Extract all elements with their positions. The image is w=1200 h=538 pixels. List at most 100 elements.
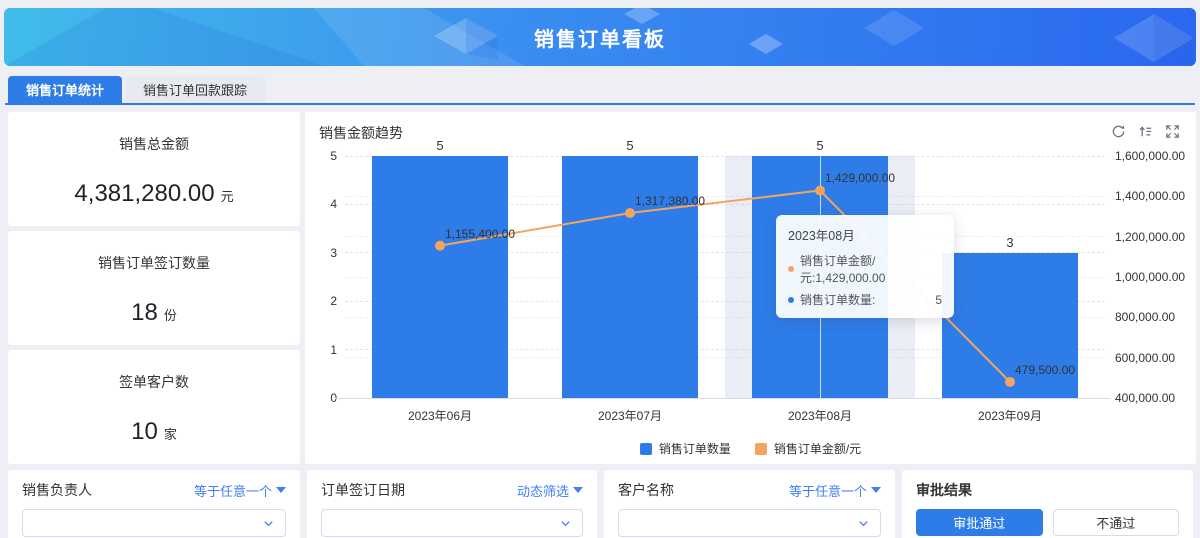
filter-label: 销售负责人: [22, 482, 92, 498]
y-axis-left-tick: 1: [330, 342, 337, 357]
line-point-2023年09月[interactable]: [1005, 376, 1015, 387]
stat-unit: 份: [163, 308, 177, 323]
filter-card-customer-name: 客户名称 等于任意一个: [604, 470, 895, 538]
gridline-faint: [345, 357, 1105, 359]
legend-item-order-amount[interactable]: 销售订单金额/元: [754, 440, 862, 457]
sales-owner-select[interactable]: [22, 509, 286, 537]
approval-pass-button[interactable]: 审批通过: [916, 509, 1043, 536]
caret-down-icon: [573, 487, 583, 493]
bar-value-label: 5: [816, 138, 824, 153]
gridline: [345, 252, 1105, 254]
stat-value: 10: [131, 418, 158, 445]
fullscreen-icon[interactable]: [1165, 124, 1180, 139]
legend-swatch: [754, 442, 767, 455]
line-point-2023年08月[interactable]: [815, 185, 825, 196]
amount-line-series: [435, 185, 1015, 387]
stat-label: 销售总金额: [119, 136, 189, 152]
y-axis-right-tick: 1,200,000.00: [1115, 229, 1186, 244]
stat-card-customer-count: 签单客户数 10 家: [8, 350, 300, 464]
bar-2023年09月[interactable]: [942, 252, 1078, 398]
line-value-label: 1,155,400.00: [445, 226, 516, 241]
legend-label: 销售订单金额/元: [773, 442, 862, 456]
y-axis-right-tick: 1,000,000.00: [1115, 270, 1186, 284]
stat-label: 签单客户数: [119, 374, 189, 390]
chevron-down-icon: [859, 520, 868, 526]
sign-date-select[interactable]: [321, 509, 583, 537]
chevron-down-icon: [561, 520, 570, 526]
tooltip-row-count: 销售订单数量: 5: [788, 291, 942, 308]
caret-down-icon: [276, 487, 286, 493]
caret-down-icon: [871, 487, 881, 493]
y-axis-right-tick: 400,000.00: [1115, 391, 1176, 405]
legend-label: 销售订单数量: [658, 442, 731, 456]
gridline: [345, 203, 1105, 205]
filter-label: 客户名称: [618, 482, 674, 498]
y-axis-right-tick: 600,000.00: [1115, 350, 1176, 365]
gridline: [345, 155, 1105, 157]
approval-fail-button[interactable]: 不通过: [1052, 509, 1179, 536]
stat-label: 销售订单签订数量: [98, 255, 210, 271]
y-axis-right-tick: 1,600,000.00: [1115, 149, 1186, 163]
x-axis-label: 2023年06月: [407, 409, 473, 423]
y-axis-right-tick: 1,400,000.00: [1115, 189, 1186, 204]
chart-title: 销售金额趋势: [319, 125, 403, 141]
tooltip-dot: [788, 266, 794, 272]
bar-2023年07月[interactable]: [562, 156, 698, 398]
stat-column: 销售总金额 4,381,280.00 元 销售订单签订数量 18 份 签单客户数…: [8, 112, 300, 464]
filter-row: 销售负责人 等于任意一个 订单签订日期 动态筛选 客户名称 等: [8, 470, 1196, 538]
stat-unit: 家: [163, 427, 177, 442]
x-axis-label: 2023年07月: [597, 409, 663, 423]
stat-card-order-count: 销售订单签订数量 18 份: [8, 231, 300, 345]
sales-trend-chart-card: 销售金额趋势 0 1 2 3 4 5 1,600,000.00 1,400,000.00 1,2…: [305, 112, 1196, 464]
x-axis-label: 2023年09月: [977, 409, 1043, 423]
gridline: [345, 300, 1105, 302]
chart-canvas: 0 1 2 3 4 5 1,600,000.00 1,400,000.00 1,200,000.…: [305, 112, 1196, 464]
filter-operator-dropdown[interactable]: 等于任意一个: [789, 481, 881, 500]
chart-tooltip: 2023年08月 销售订单金额/元:1,429,000.00 销售订单数量: 5: [776, 215, 954, 318]
filter-card-approval-result: 审批结果 审批通过 不通过: [902, 470, 1193, 538]
legend-item-order-count[interactable]: 销售订单数量: [639, 440, 731, 457]
chevron-down-icon: [264, 520, 273, 526]
filter-card-sales-owner: 销售负责人 等于任意一个: [8, 470, 300, 538]
filter-label: 订单签订日期: [321, 482, 405, 498]
y-axis-left-tick: 3: [330, 245, 337, 260]
banner-decoration: [4, 8, 1194, 66]
bar-2023年06月[interactable]: [372, 156, 508, 398]
gridline-faint: [345, 195, 1105, 197]
tab-underline: [5, 103, 1195, 105]
stat-card-total-amount: 销售总金额 4,381,280.00 元: [8, 112, 300, 226]
customer-name-select[interactable]: [618, 509, 881, 537]
line-point-2023年07月[interactable]: [625, 207, 635, 218]
stat-unit: 元: [220, 189, 234, 204]
tooltip-label: 销售订单金额/元:1,429,000.00: [800, 254, 886, 285]
tooltip-title: 2023年08月: [788, 229, 855, 243]
header-banner: 销售订单看板: [4, 8, 1196, 66]
line-value-label: 479,500.00: [1015, 362, 1076, 377]
bar-value-label: 5: [626, 138, 634, 153]
line-value-label: 1,317,380.00: [635, 193, 706, 208]
y-axis-left-tick: 2: [330, 294, 337, 309]
legend-swatch: [639, 442, 652, 455]
filter-operator-dropdown[interactable]: 动态筛选: [517, 481, 583, 500]
gridline-faint: [345, 316, 1105, 318]
tab-sales-order-stats[interactable]: 销售订单统计: [8, 76, 123, 103]
y-axis-left-tick: 5: [330, 149, 337, 163]
tooltip-row-amount: 销售订单金额/元:1,429,000.00: [788, 252, 942, 286]
tab-payment-tracking[interactable]: 销售订单回款跟踪: [125, 76, 266, 103]
line-point-2023年06月[interactable]: [435, 240, 445, 251]
stat-value: 4,381,280.00: [74, 180, 215, 207]
tooltip-label: 销售订单数量:: [800, 293, 876, 307]
filter-card-sign-date: 订单签订日期 动态筛选: [307, 470, 597, 538]
gridline-faint: [345, 276, 1105, 278]
tooltip-dot: [788, 296, 794, 303]
filter-operator-dropdown[interactable]: 等于任意一个: [194, 481, 286, 500]
refresh-icon[interactable]: [1111, 124, 1126, 139]
sort-trend-icon[interactable]: [1138, 124, 1153, 139]
bar-value-label: 5: [436, 138, 444, 153]
tab-bar: 销售订单统计 销售订单回款跟踪: [8, 76, 266, 103]
y-axis-right-tick: 800,000.00: [1115, 310, 1176, 325]
tooltip-value: 5: [935, 292, 942, 307]
filter-label: 审批结果: [916, 482, 972, 498]
gridline: [345, 349, 1105, 351]
chart-toolbar: [1111, 124, 1180, 139]
